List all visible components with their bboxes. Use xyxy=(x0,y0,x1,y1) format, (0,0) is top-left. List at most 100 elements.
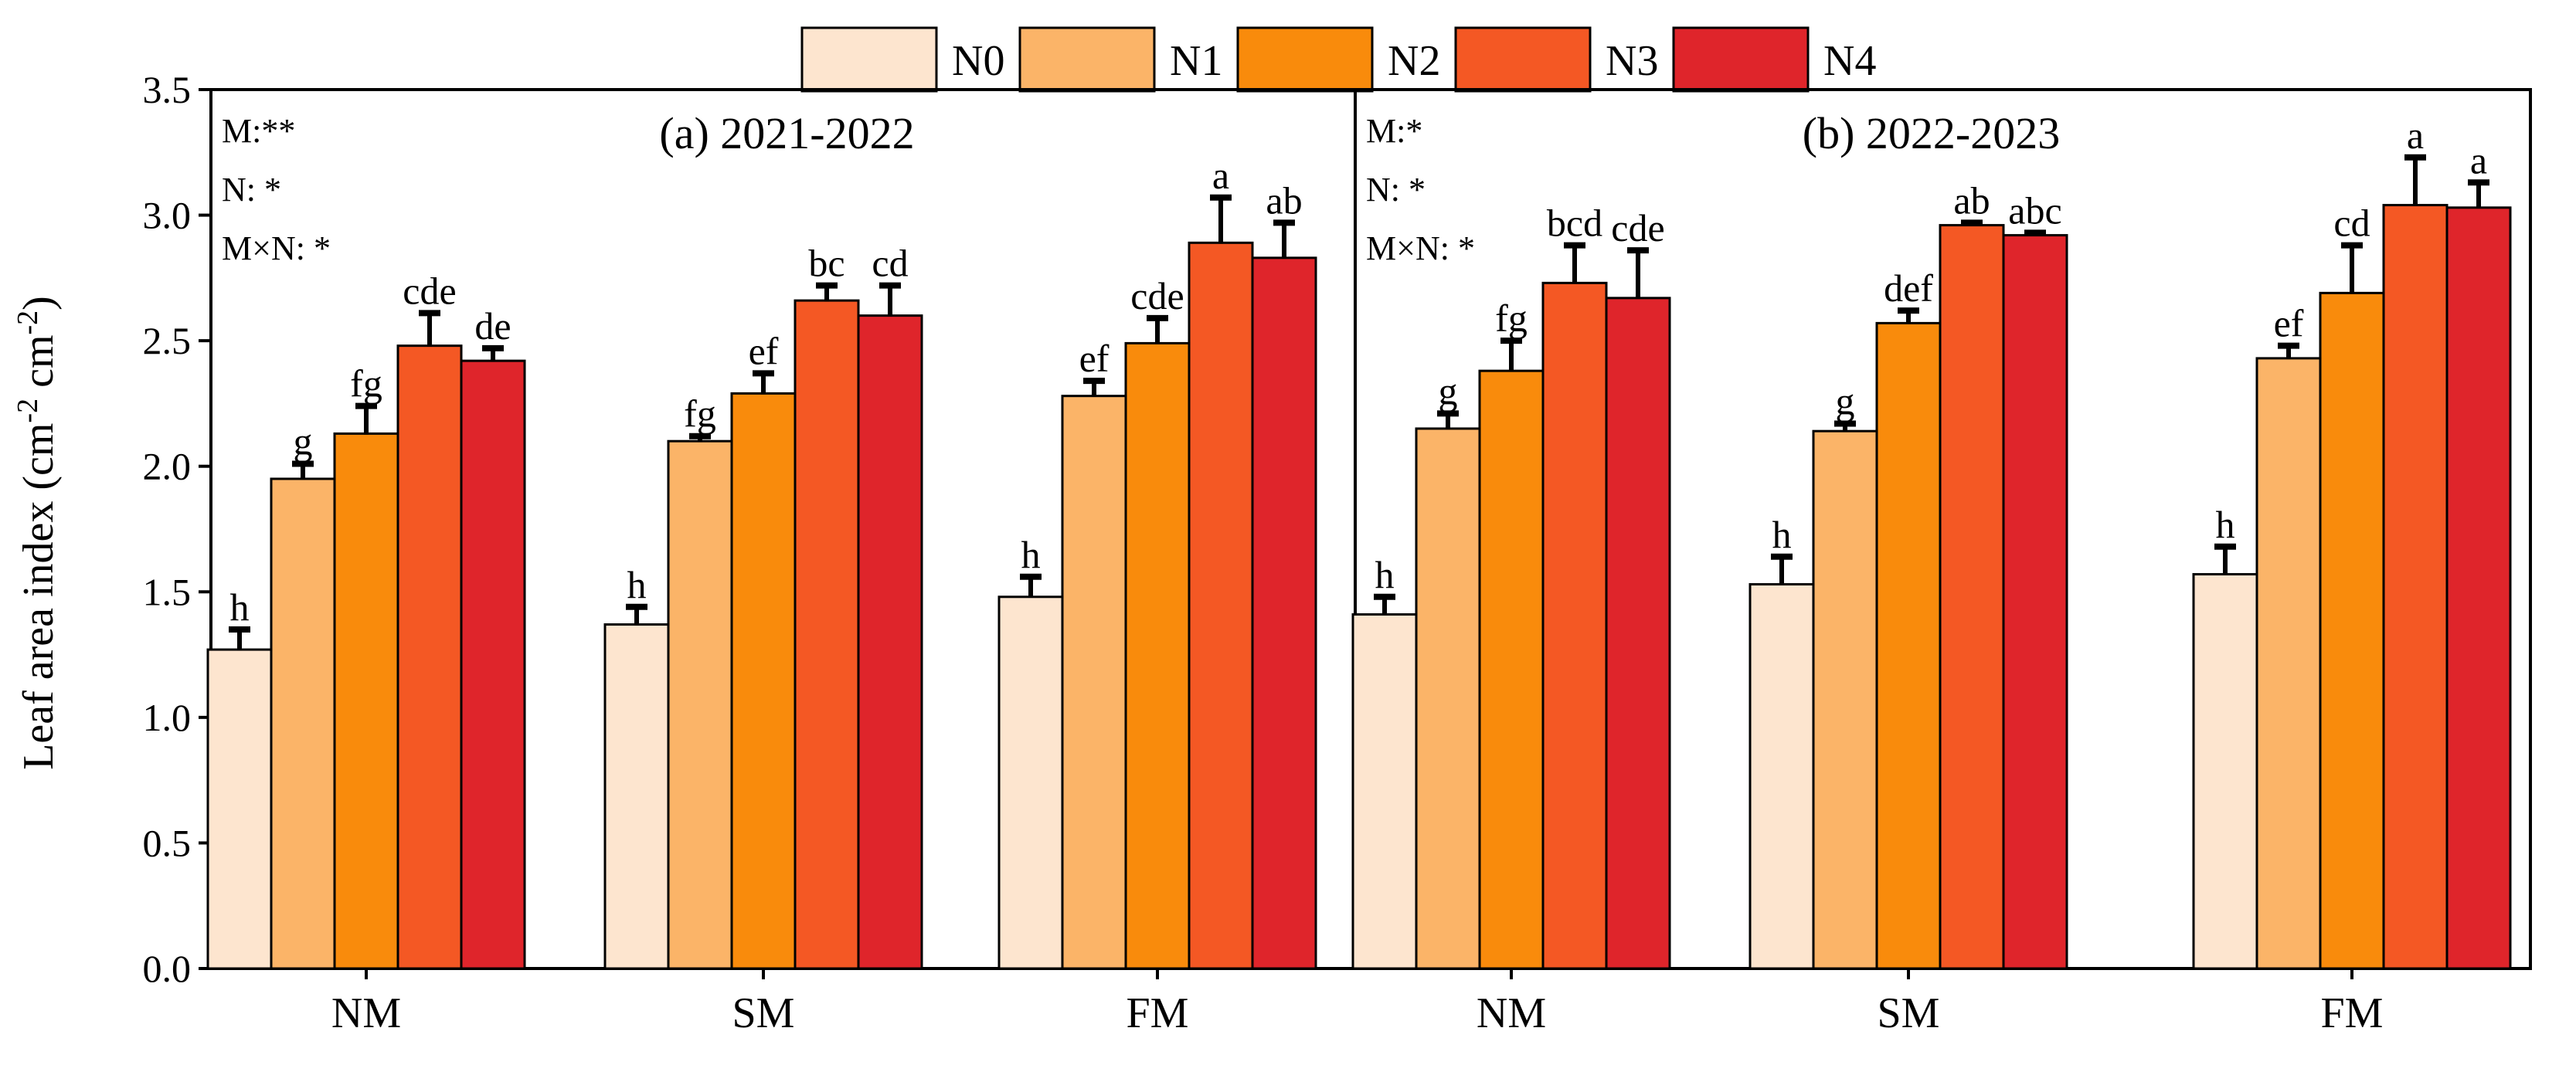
significance-letter: h xyxy=(627,563,647,606)
bar-n2 xyxy=(1124,341,1191,970)
y-tick-label: 2.5 xyxy=(143,319,192,362)
x-tick-label: FM xyxy=(2321,989,2384,1037)
bar-n4 xyxy=(2002,234,2068,970)
panel-title: (b) 2022-2023 xyxy=(1803,108,2060,158)
legend-label-n0: N0 xyxy=(952,37,1004,85)
bar-n4 xyxy=(2445,206,2512,970)
significance-letter: fg xyxy=(350,362,382,405)
legend-label-n3: N3 xyxy=(1606,37,1658,85)
significance-label: M×N: * xyxy=(1366,229,1475,267)
legend-swatch-n1 xyxy=(1018,26,1156,93)
significance-letter: ab xyxy=(1266,178,1302,222)
y-axis: 0.0 0.5 1.0 1.5 2.0 2.5 3.0 3.5 xyxy=(143,68,211,990)
bar-n0 xyxy=(2192,573,2258,970)
significance-label: M:* xyxy=(1366,112,1422,150)
x-tick-label: FM xyxy=(1127,989,1189,1037)
significance-letter: ef xyxy=(749,329,779,372)
significance-label: N: * xyxy=(222,171,281,209)
y-tick-label: 3.5 xyxy=(143,68,192,111)
significance-letter: ef xyxy=(1079,337,1110,380)
y-tick-label: 2.0 xyxy=(143,445,192,488)
legend: N0 N1 N2 N3 N4 xyxy=(800,26,1876,93)
significance-letter: cde xyxy=(403,269,456,312)
bar-n0 xyxy=(1351,613,1418,970)
legend-swatch-n0 xyxy=(800,26,938,93)
significance-letter: fg xyxy=(684,392,716,436)
bar-n1 xyxy=(1415,427,1481,970)
y-axis-label: Leaf area index (cm-2 cm-2) xyxy=(12,296,63,770)
significance-letter: ab xyxy=(1953,178,1990,222)
x-tick-label: NM xyxy=(331,989,401,1037)
significance-letter: bc xyxy=(808,242,845,285)
bar-n0 xyxy=(603,623,670,970)
bar-n1 xyxy=(2255,357,2322,970)
bar-n2 xyxy=(333,432,399,970)
significance-letter: g xyxy=(1439,369,1458,412)
significance-letter: cde xyxy=(1130,274,1184,317)
significance-letter: ef xyxy=(2274,302,2304,345)
bar-n1 xyxy=(270,477,336,970)
significance-letter: g xyxy=(294,419,313,463)
bar-n2 xyxy=(730,392,797,970)
significance-letter: a xyxy=(1212,154,1229,197)
bar-n3 xyxy=(794,299,860,970)
significance-label: N: * xyxy=(1366,171,1426,209)
bar-n0 xyxy=(1748,583,1815,970)
x-tick-label: SM xyxy=(1878,989,1940,1037)
significance-letter: h xyxy=(2216,503,2235,546)
bar-n3 xyxy=(1939,224,2005,970)
significance-letter: cd xyxy=(872,242,908,285)
y-tick-label: 1.0 xyxy=(143,696,192,739)
legend-swatch-n4 xyxy=(1672,26,1810,93)
significance-letter: h xyxy=(1021,533,1041,576)
bar-group-fm: h ef cd a a FM xyxy=(2192,114,2512,1037)
y-tick-label: 3.0 xyxy=(143,194,192,237)
significance-letter: a xyxy=(2470,138,2487,181)
significance-letter: bcd xyxy=(1547,202,1602,245)
significance-letter: h xyxy=(230,585,250,629)
legend-label-n2: N2 xyxy=(1388,37,1440,85)
significance-label: M:** xyxy=(222,112,295,150)
bar-n3 xyxy=(1188,241,1254,970)
significance-letter: cd xyxy=(2333,202,2370,245)
bar-n2 xyxy=(1478,369,1545,970)
y-tick-label: 0.5 xyxy=(143,821,192,864)
significance-letter: a xyxy=(2407,114,2424,157)
significance-letter: abc xyxy=(2008,188,2061,232)
significance-letter: h xyxy=(1772,513,1792,556)
bar-n4 xyxy=(460,359,526,970)
legend-swatch-n2 xyxy=(1236,26,1374,93)
bar-n4 xyxy=(1251,256,1317,970)
significance-letter: def xyxy=(1884,266,1933,310)
y-tick-label: 0.0 xyxy=(143,947,192,990)
x-tick-label: SM xyxy=(732,989,795,1037)
panel-title: (a) 2021-2022 xyxy=(659,108,914,158)
significance-letter: h xyxy=(1375,553,1395,596)
bar-n2 xyxy=(2319,291,2385,970)
bar-n1 xyxy=(1812,429,1878,970)
significance-letter: g xyxy=(1836,379,1855,422)
bar-n4 xyxy=(857,314,923,970)
legend-label-n1: N1 xyxy=(1170,37,1222,85)
significance-label: M×N: * xyxy=(222,229,331,267)
bar-n1 xyxy=(1061,395,1127,970)
x-tick-label: NM xyxy=(1477,989,1546,1037)
significance-letter: fg xyxy=(1495,297,1528,340)
legend-swatch-n3 xyxy=(1454,26,1592,93)
legend-label-n4: N4 xyxy=(1823,37,1876,85)
y-tick-label: 1.5 xyxy=(143,570,192,613)
bar-n0 xyxy=(997,595,1064,970)
bar-n3 xyxy=(2382,204,2449,970)
significance-letter: cde xyxy=(1611,206,1664,249)
significance-letter: de xyxy=(474,304,511,348)
bar-n1 xyxy=(667,439,733,970)
bar-n3 xyxy=(396,344,463,970)
bar-n4 xyxy=(1605,297,1671,970)
